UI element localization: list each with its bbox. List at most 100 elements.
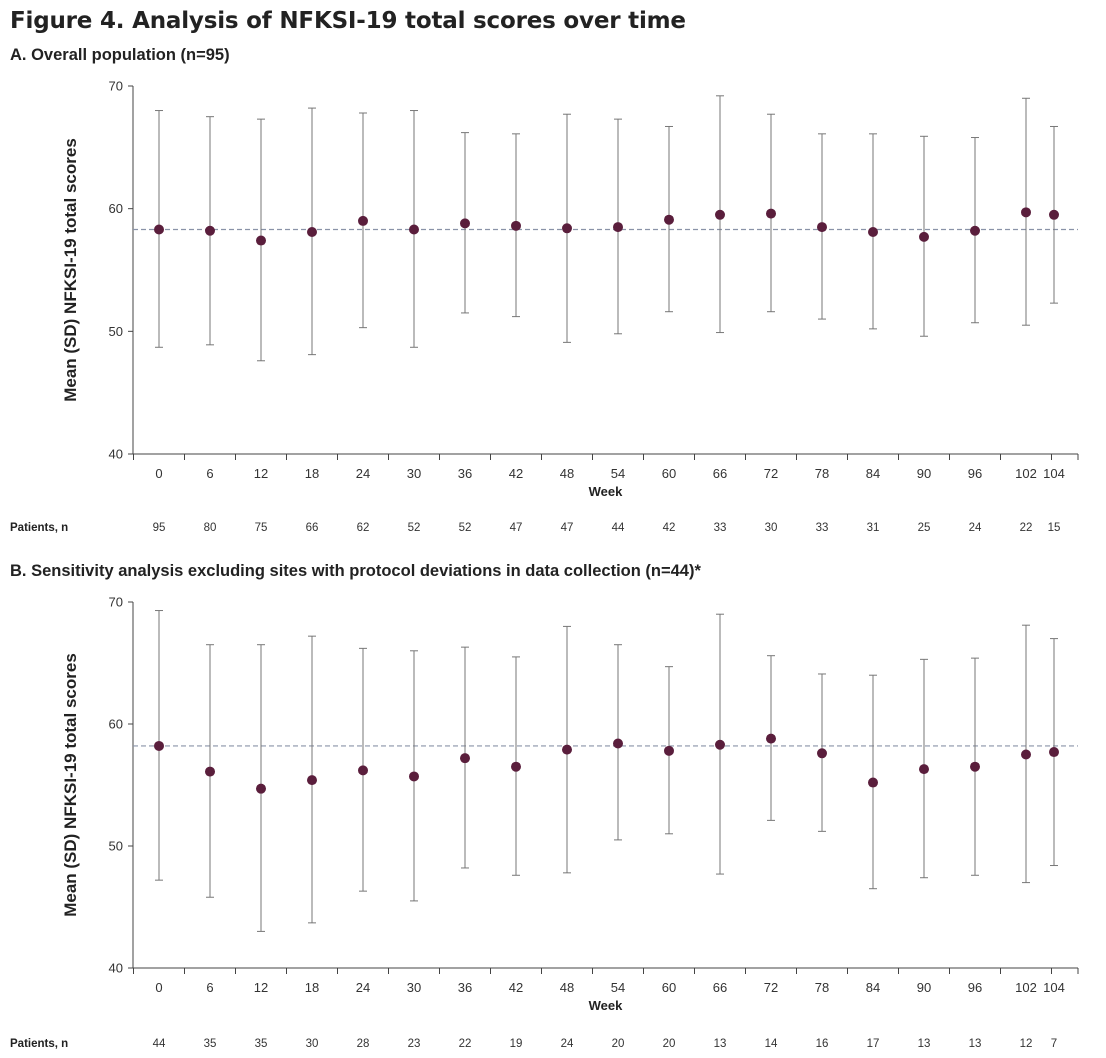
patients-count: 13	[969, 1038, 982, 1050]
x-tick-label: 96	[968, 980, 982, 995]
x-tick-label: 30	[407, 466, 421, 481]
data-point	[460, 218, 470, 229]
patients-count: 24	[561, 1038, 574, 1050]
x-tick-label: 6	[206, 466, 213, 481]
patients-count: 47	[561, 522, 574, 534]
x-tick-label: 90	[917, 980, 931, 995]
data-point	[715, 739, 725, 750]
patients-count: 44	[612, 522, 625, 534]
data-point	[154, 224, 164, 235]
x-tick-label: 78	[815, 980, 829, 995]
patients-count: 33	[816, 522, 829, 534]
panel-b-chart: 40 50 60 70 Mean (SD) NFKSI-19 total scores 0…	[10, 595, 1079, 1050]
y-axis-title: Mean (SD) NFKSI-19 total scores	[61, 653, 80, 917]
data-point	[358, 215, 368, 226]
patients-count: 62	[357, 522, 370, 534]
data-point	[205, 766, 215, 777]
data-point	[970, 225, 980, 236]
data-point	[613, 222, 623, 233]
data-point	[358, 765, 368, 776]
x-tick-label: 90	[917, 466, 931, 481]
patients-count: 30	[765, 522, 778, 534]
patients-count: 80	[204, 522, 217, 534]
patients-count: 47	[510, 522, 523, 534]
data-point	[154, 740, 164, 751]
x-tick-label: 54	[611, 466, 625, 481]
data-point	[868, 777, 878, 788]
x-tick-label: 84	[866, 466, 880, 481]
figure-title: Figure 4. Analysis of NFKSI-19 total sco…	[10, 8, 686, 34]
x-tick-label: 72	[764, 466, 778, 481]
data-point	[715, 209, 725, 220]
x-tick-label: 18	[305, 980, 319, 995]
x-tick-label: 72	[764, 980, 778, 995]
patients-count: 12	[1020, 1038, 1033, 1050]
x-tick-label: 66	[713, 980, 727, 995]
y-tick-label: 60	[109, 201, 123, 216]
x-tick-label: 36	[458, 980, 472, 995]
x-axis-title: Week	[589, 998, 623, 1013]
data-point	[409, 224, 419, 235]
data-point	[868, 226, 878, 237]
data-point	[205, 225, 215, 236]
data-point	[511, 761, 521, 772]
x-tick-label: 6	[206, 980, 213, 995]
x-tick-label: 48	[560, 466, 574, 481]
x-tick-label: 30	[407, 980, 421, 995]
patients-count: 22	[459, 1038, 472, 1050]
patients-count: 17	[867, 1038, 880, 1050]
patients-count: 31	[867, 522, 880, 534]
x-tick-label: 60	[662, 466, 676, 481]
x-tick-label: 42	[509, 466, 523, 481]
x-axis-title: Week	[589, 484, 623, 499]
patients-count: 14	[765, 1038, 778, 1050]
x-tick-label: 78	[815, 466, 829, 481]
y-tick-label: 70	[109, 79, 123, 94]
data-point	[511, 220, 521, 231]
patients-count: 19	[510, 1038, 523, 1050]
data-point	[409, 771, 419, 782]
x-tick-label: 84	[866, 980, 880, 995]
x-tick-label: 104	[1043, 980, 1065, 995]
data-point	[562, 744, 572, 755]
y-tick-label: 60	[109, 717, 123, 732]
x-tick-label: 48	[560, 980, 574, 995]
patients-count: 52	[459, 522, 472, 534]
x-tick-label: 104	[1043, 466, 1065, 481]
x-tick-label: 102	[1015, 980, 1037, 995]
patients-count: 25	[918, 522, 931, 534]
x-tick-label: 96	[968, 466, 982, 481]
x-tick-label: 24	[356, 980, 370, 995]
patients-count: 7	[1051, 1038, 1057, 1050]
data-point	[613, 738, 623, 749]
patients-count: 20	[612, 1038, 625, 1050]
data-point	[256, 235, 266, 246]
x-tick-label: 24	[356, 466, 370, 481]
x-tick-label: 54	[611, 980, 625, 995]
patients-count: 75	[255, 522, 268, 534]
data-point	[817, 748, 827, 759]
patients-count: 16	[816, 1038, 829, 1050]
patients-count: 28	[357, 1038, 370, 1050]
panel-b-title: B. Sensitivity analysis excluding sites …	[10, 562, 701, 580]
x-tick-label: 18	[305, 466, 319, 481]
patients-count: 33	[714, 522, 727, 534]
data-point	[970, 761, 980, 772]
patients-count: 15	[1048, 522, 1061, 534]
data-point	[1021, 749, 1031, 760]
patients-count: 35	[204, 1038, 217, 1050]
patients-count: 24	[969, 522, 982, 534]
data-point	[562, 223, 572, 234]
y-tick-label: 70	[109, 595, 123, 610]
x-tick-label: 42	[509, 980, 523, 995]
data-point	[256, 783, 266, 794]
panel-a-chart: 40 50 60 70 Mean (SD) NFKSI-19 total scores 0…	[10, 79, 1079, 534]
patients-count: 20	[663, 1038, 676, 1050]
data-point	[664, 214, 674, 225]
patients-count: 42	[663, 522, 676, 534]
data-point	[766, 208, 776, 219]
panel-a-title: A. Overall population (n=95)	[10, 46, 230, 64]
x-tick-label: 0	[155, 980, 162, 995]
data-point	[919, 764, 929, 775]
patients-count: 35	[255, 1038, 268, 1050]
